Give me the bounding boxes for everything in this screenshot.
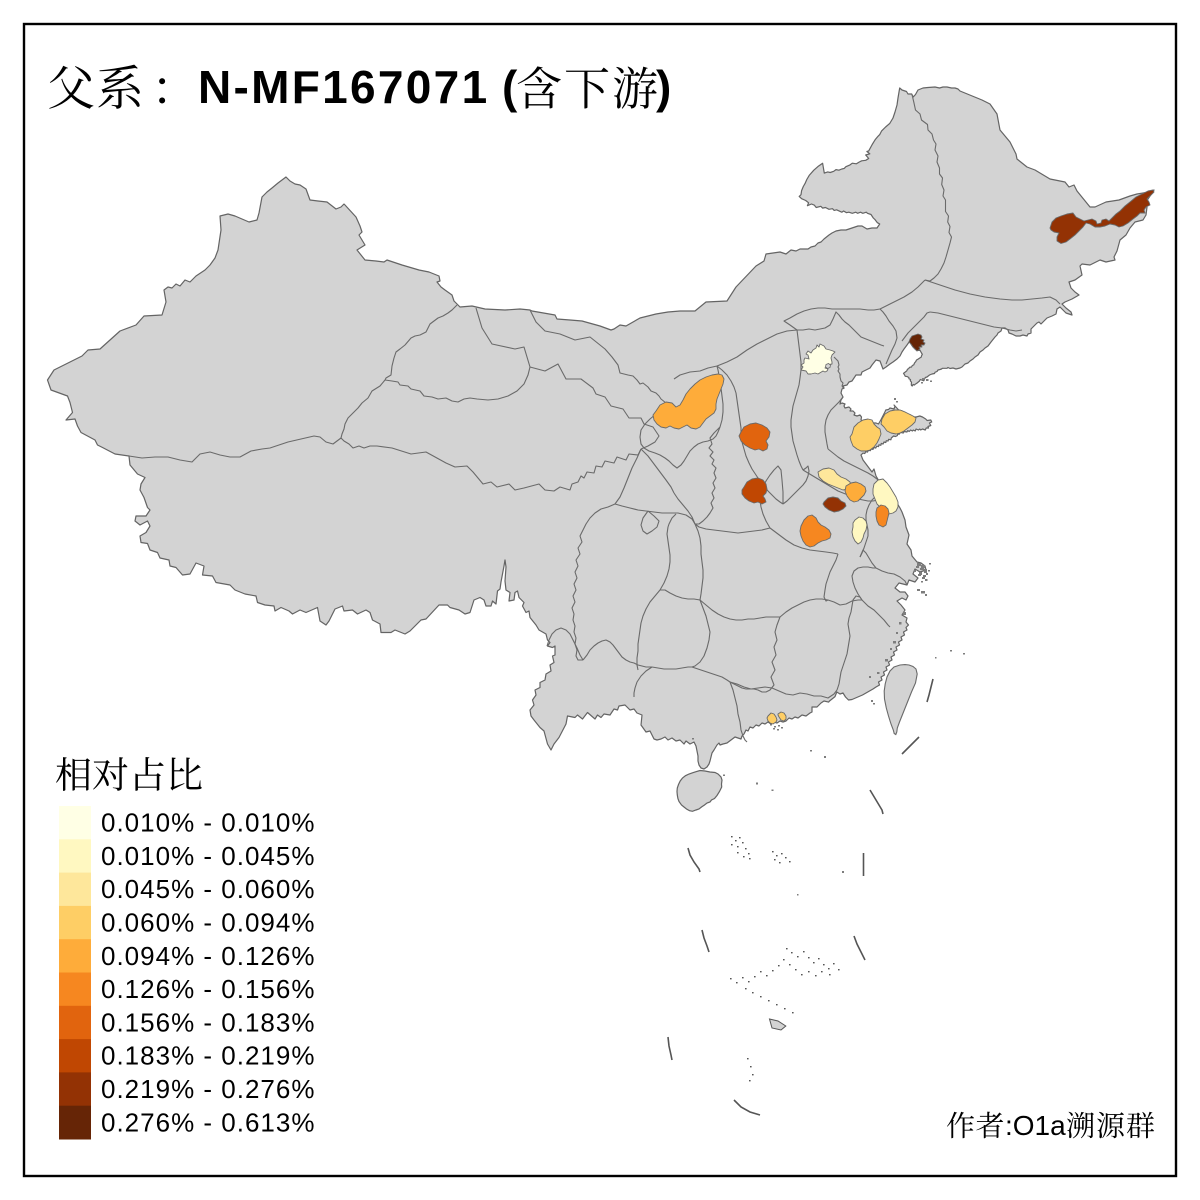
svg-text:N-MF167071: N-MF167071 [198, 61, 489, 113]
svg-text:): ) [656, 61, 671, 113]
svg-text::O1a: :O1a [1005, 1110, 1066, 1141]
svg-text:0.126% - 0.156%: 0.126% - 0.156% [101, 974, 315, 1004]
svg-text:(: ( [502, 61, 518, 113]
svg-text:0.010% - 0.010%: 0.010% - 0.010% [101, 808, 315, 838]
svg-text:0.183% - 0.219%: 0.183% - 0.219% [101, 1041, 315, 1071]
svg-text:0.219% - 0.276%: 0.219% - 0.276% [101, 1074, 315, 1104]
svg-text:0.010% - 0.045%: 0.010% - 0.045% [101, 841, 315, 871]
svg-text:0.094% - 0.126%: 0.094% - 0.126% [101, 941, 315, 971]
svg-text:0.276% - 0.613%: 0.276% - 0.613% [101, 1107, 315, 1137]
svg-text:0.156% - 0.183%: 0.156% - 0.183% [101, 1007, 315, 1037]
svg-text:0.060% - 0.094%: 0.060% - 0.094% [101, 908, 315, 938]
svg-text:0.045% - 0.060%: 0.045% - 0.060% [101, 874, 315, 904]
